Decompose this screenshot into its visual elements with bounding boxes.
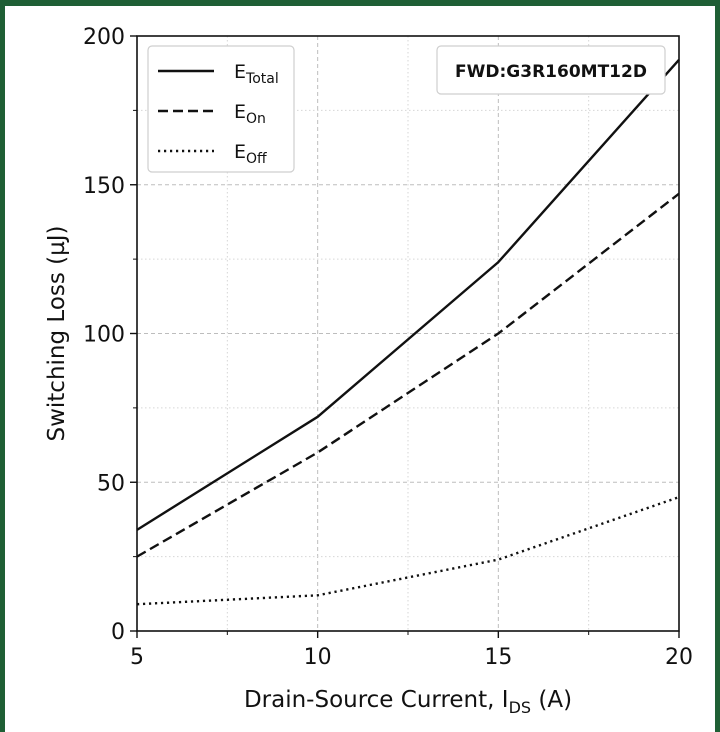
legend-label-off: EOff	[234, 141, 267, 167]
legend-label-on: EOn	[234, 101, 266, 127]
x-tick-label: 15	[484, 645, 512, 670]
series-line-off	[136, 495, 680, 606]
y-tick-label: 100	[83, 323, 125, 348]
series-line-total	[136, 59, 680, 531]
x-axis-label-main: Drain-Source Current, I	[244, 687, 509, 713]
x-tick-label: 20	[665, 645, 693, 670]
series-layer	[136, 59, 680, 606]
legend: ETotal EOn EOff	[147, 45, 295, 173]
annotation-text: FWD:G3R160MT12D	[455, 62, 647, 82]
legend-box	[147, 45, 295, 173]
legend-label-total: ETotal	[234, 61, 279, 87]
y-tick-label: 50	[97, 471, 125, 496]
x-axis-label-subscript: DS	[509, 698, 531, 717]
series-line-on	[136, 192, 680, 558]
x-axis-label: Drain-Source Current, IDS (A)	[244, 687, 572, 717]
y-tick-label: 200	[83, 25, 125, 50]
x-tick-label: 10	[304, 645, 332, 670]
annotation-box	[436, 45, 666, 95]
y-tick-label: 150	[83, 174, 125, 199]
x-tick-label: 5	[130, 645, 144, 670]
part-annotation: FWD:G3R160MT12D	[436, 45, 666, 95]
y-tick-label: 0	[111, 620, 125, 645]
x-axis-label-unit: (A)	[531, 687, 572, 713]
y-axis-label: Switching Loss (µJ)	[44, 225, 70, 441]
